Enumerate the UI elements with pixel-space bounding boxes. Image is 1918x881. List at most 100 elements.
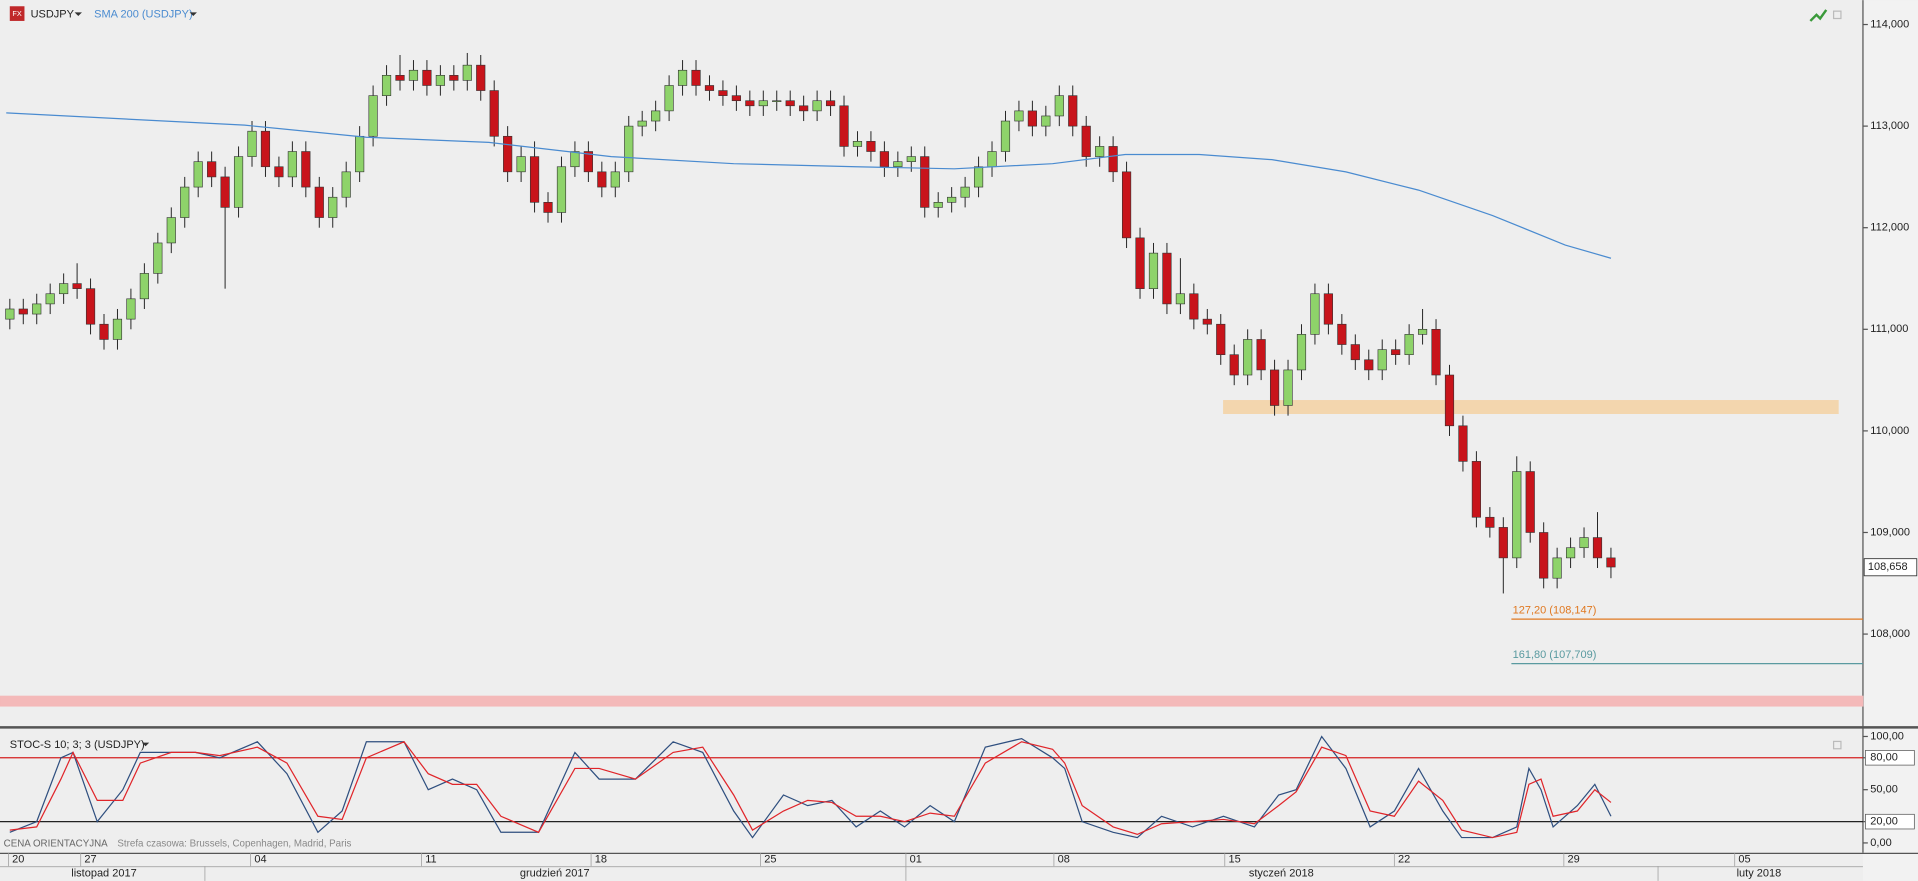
x-tick-label: 04 [254, 853, 266, 865]
candle-body [1054, 95, 1064, 117]
indicator-name[interactable]: SMA 200 (USDJPY) [94, 9, 192, 21]
x-tick-label: 20 [12, 853, 24, 865]
y-tick-label: 111,000 [1870, 323, 1908, 335]
x-tick-label: 29 [1568, 853, 1580, 865]
candle-body [99, 323, 109, 340]
dropdown-arrow[interactable] [74, 12, 82, 17]
candle-body [691, 69, 701, 86]
month-label: listopad 2017 [71, 867, 136, 879]
candle-body [1431, 328, 1441, 376]
candle-body [1606, 557, 1616, 568]
candle-body [260, 130, 271, 168]
oscillator-line [9, 741, 1612, 839]
x-tick-label: 05 [1738, 853, 1750, 865]
y-tick-label: 114,000 [1870, 18, 1909, 30]
fx-icon-text: FX [12, 9, 21, 18]
candle-body [1539, 532, 1549, 579]
candle-body [637, 120, 647, 127]
candle-body [987, 151, 997, 168]
candle-body [193, 161, 203, 188]
last-price-label: 108,658 [1868, 561, 1908, 573]
candle-body [449, 75, 459, 81]
candle-body [1391, 349, 1401, 356]
candle-body [1377, 349, 1387, 371]
price-axis-panel [1862, 0, 1918, 881]
candle-body [126, 298, 136, 320]
candle-body [529, 156, 540, 203]
candle-body [1243, 339, 1253, 376]
candle-body [704, 85, 715, 91]
last-price-box [1863, 558, 1918, 577]
candle-body [556, 166, 567, 213]
candle-body [1202, 318, 1212, 325]
candle-body [355, 135, 365, 173]
tick-label-box [1865, 750, 1915, 766]
candle-body [274, 166, 284, 178]
instrument-name[interactable]: USDJPY [31, 9, 75, 21]
x-tick-label: 25 [764, 853, 776, 865]
candle-body [153, 242, 163, 274]
candle-body [1256, 339, 1266, 371]
candle-body [422, 69, 432, 86]
month-label: styczeń 2018 [1249, 867, 1314, 879]
candle-body [785, 100, 795, 107]
candle-body [1592, 537, 1603, 559]
candle-body [852, 141, 863, 147]
candle-body [570, 151, 580, 168]
candle-body [610, 171, 620, 188]
y-tick-label: 112,000 [1870, 222, 1909, 234]
candle-body [1189, 293, 1199, 320]
window-icon[interactable] [1832, 740, 1842, 750]
candle-body [166, 217, 176, 244]
candle-body [1525, 471, 1535, 533]
candle-body [758, 100, 768, 107]
candle-body [112, 318, 123, 340]
candle-body [677, 69, 688, 86]
y-tick-label: 109,000 [1870, 526, 1910, 538]
chart-type-icon[interactable] [1809, 9, 1828, 22]
candle-body [933, 202, 943, 208]
candle-body [893, 161, 903, 168]
candle-body [1323, 293, 1333, 325]
candle-body [1458, 425, 1468, 462]
candle-body [1108, 146, 1118, 173]
y-tick-label: 80,00 [1870, 752, 1898, 764]
candle-body [1552, 557, 1562, 579]
dropdown-arrow[interactable] [189, 12, 197, 17]
candle-body [301, 151, 311, 188]
month-label: luty 2018 [1737, 867, 1782, 879]
candle-body [1095, 146, 1105, 157]
candle-body [718, 90, 728, 96]
candle-body [624, 125, 634, 173]
y-tick-label: 108,000 [1870, 628, 1910, 640]
candle-body [59, 283, 69, 295]
candle-body [1337, 323, 1347, 345]
fibonacci-label: 127,20 (108,147) [1513, 604, 1597, 616]
oscillator-title[interactable]: STOC-S 10; 3; 3 (USDJPY) [10, 739, 145, 751]
price-zone [1223, 400, 1839, 414]
candle-body [1485, 516, 1495, 528]
candle-body [1041, 115, 1051, 127]
candle-body [1148, 252, 1159, 289]
tick-label-box [1865, 813, 1915, 830]
candle-body [1269, 369, 1280, 406]
candle-body [341, 171, 351, 198]
x-tick-label: 01 [910, 853, 922, 865]
candle-body [651, 110, 661, 122]
candle-body [543, 202, 553, 213]
y-tick-label: 0,00 [1870, 837, 1891, 849]
candle-body [85, 288, 96, 325]
candle-body [139, 273, 149, 300]
x-tick-label: 22 [1398, 853, 1410, 865]
dropdown-arrow[interactable] [141, 742, 150, 747]
candle-body [395, 75, 405, 81]
x-tick-label: 11 [425, 853, 436, 865]
price-type-note: CENA ORIENTACYJNA [4, 839, 108, 850]
candle-body [799, 105, 809, 112]
window-icon[interactable] [1832, 10, 1842, 20]
candle-body [72, 283, 82, 289]
candle-body [476, 64, 486, 91]
